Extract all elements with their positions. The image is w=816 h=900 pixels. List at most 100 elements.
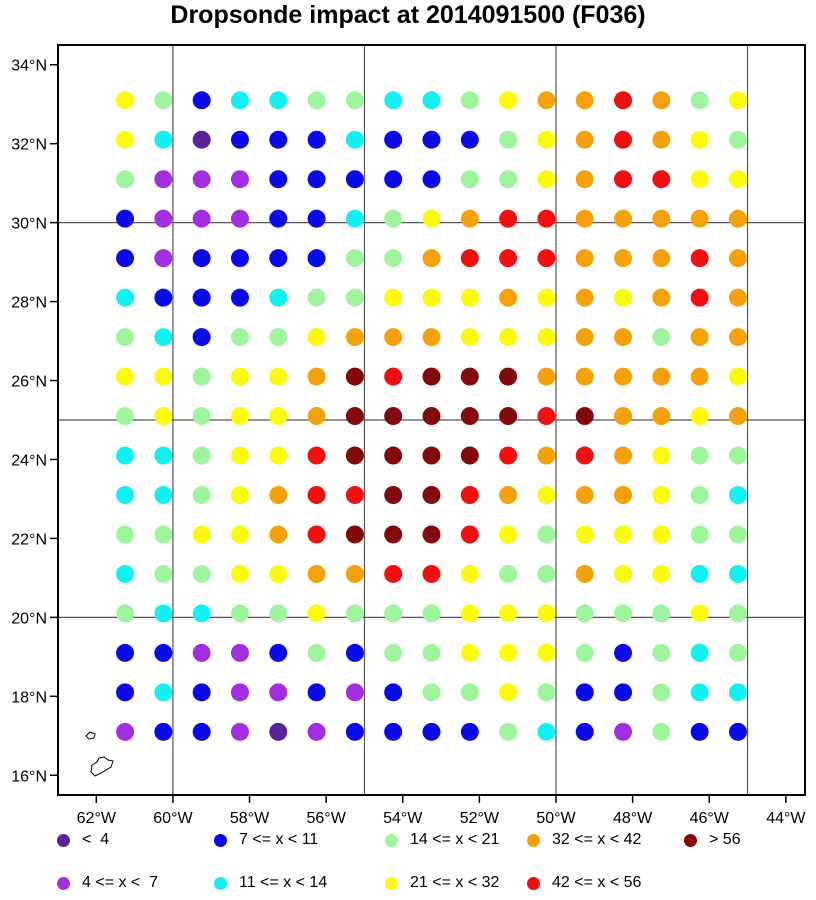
sonde-point [116,367,135,386]
x-tick-label: 44°W [766,810,806,827]
sonde-point [728,328,747,347]
sonde-point [345,407,364,426]
sonde-point [230,525,249,544]
sonde-point [116,209,135,228]
sonde-point [307,367,326,386]
sonde-point [307,91,326,110]
sonde-point [690,643,709,662]
sonde-point [230,486,249,504]
sonde-point [345,91,364,110]
sonde-point [614,407,633,426]
y-tick-label: 22°N [11,531,47,548]
sonde-point [116,683,135,702]
sonde-point [728,288,747,307]
sonde-point [154,683,173,702]
plot-frame [57,44,806,796]
sonde-point [116,407,135,426]
sonde-point [728,170,747,189]
sonde-point [499,446,518,465]
sonde-point [690,407,709,426]
x-tick-label: 46°W [690,810,730,827]
sonde-point [652,328,671,347]
sonde-point [345,643,364,662]
sonde-point [499,328,518,347]
sonde-point [614,446,633,465]
sonde-point [652,486,671,504]
sonde-point [537,91,556,110]
sonde-point [116,604,135,623]
sonde-point [614,130,633,149]
sonde-point [728,91,747,110]
sonde-point [460,643,479,662]
sonde-point [384,170,403,189]
sonde-point [307,722,326,741]
sonde-point [345,486,364,504]
sonde-point [499,643,518,662]
sonde-point [345,446,364,465]
sonde-point [537,407,556,426]
sonde-point [269,288,288,307]
sonde-point [422,525,441,544]
sonde-point [345,683,364,702]
sonde-point [384,683,403,702]
sonde-point [230,130,249,149]
sonde-point [345,722,364,741]
sonde-point [460,564,479,583]
sonde-point [728,604,747,623]
sonde-point [575,486,594,504]
sonde-point [116,249,135,268]
y-tick-label: 18°N [11,689,47,706]
y-tick-label: 34°N [11,58,47,75]
sonde-point [614,328,633,347]
sonde-point [230,91,249,110]
sonde-point [690,249,709,268]
sonde-point [269,170,288,189]
sonde-point [690,288,709,307]
sonde-point [345,564,364,583]
sonde-point [269,604,288,623]
sonde-point [345,604,364,623]
sonde-point [575,683,594,702]
sonde-point [614,564,633,583]
sonde-point [192,130,211,149]
y-tick-label: 16°N [11,768,47,785]
sonde-point [192,249,211,268]
sonde-point [728,367,747,386]
sonde-point [154,407,173,426]
sonde-point [384,604,403,623]
sonde-point [460,604,479,623]
sonde-point [614,722,633,741]
sonde-point [690,564,709,583]
sonde-point [154,643,173,662]
dropsonde-points [116,91,747,741]
sonde-point [575,209,594,228]
x-tick-label: 60°W [153,810,193,827]
sonde-point [499,486,518,504]
sonde-point [384,446,403,465]
sonde-point [537,209,556,228]
sonde-point [537,328,556,347]
sonde-point [460,446,479,465]
sonde-point [575,643,594,662]
sonde-point [384,643,403,662]
sonde-point [192,564,211,583]
sonde-point [192,446,211,465]
sonde-point [728,722,747,741]
sonde-point [690,367,709,386]
sonde-point [230,722,249,741]
sonde-point [499,91,518,110]
sonde-point [499,130,518,149]
sonde-point [307,407,326,426]
map-title: Dropsonde impact at 2014091500 (F036) [170,1,646,29]
sonde-point [192,209,211,228]
sonde-point [652,209,671,228]
sonde-point [192,683,211,702]
sonde-point [690,722,709,741]
sonde-point [154,525,173,544]
sonde-point [154,604,173,623]
sonde-point [192,604,211,623]
sonde-point [269,643,288,662]
x-tick-label: 58°W [230,810,270,827]
sonde-point [460,486,479,504]
sonde-point [652,249,671,268]
